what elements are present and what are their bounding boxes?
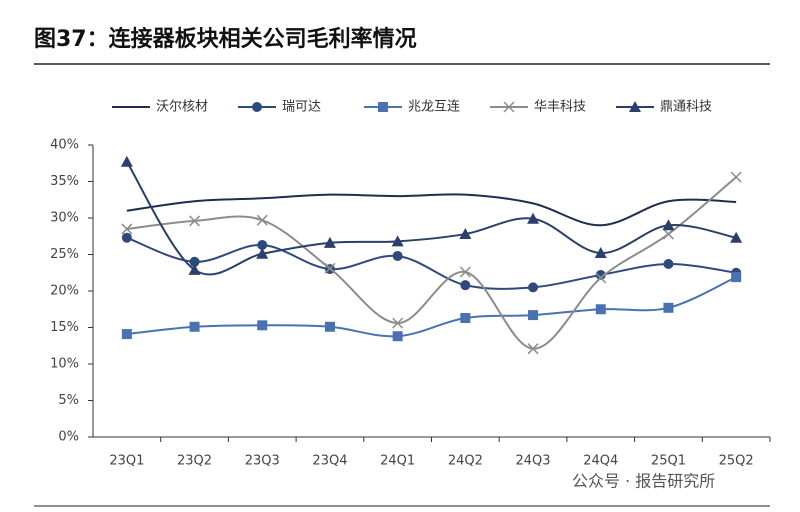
marker bbox=[595, 304, 606, 315]
y-tick-label: 10% bbox=[50, 357, 79, 372]
y-tick-label: 0% bbox=[58, 430, 79, 445]
x-tick-label: 23Q1 bbox=[109, 454, 144, 469]
marker bbox=[257, 320, 268, 331]
y-tick-label: 25% bbox=[50, 247, 79, 262]
legend-label: 鼎通科技 bbox=[660, 100, 712, 115]
x-tick-label: 23Q3 bbox=[245, 454, 280, 469]
marker bbox=[594, 247, 607, 259]
marker bbox=[324, 262, 336, 274]
marker bbox=[121, 329, 132, 340]
y-tick-label: 5% bbox=[58, 393, 79, 408]
marker bbox=[528, 282, 539, 293]
marker bbox=[189, 321, 200, 332]
chart-title: 图37：连接器板块相关公司毛利率情况 bbox=[34, 26, 417, 52]
marker bbox=[595, 272, 607, 284]
x-tick-label: 24Q3 bbox=[516, 454, 551, 469]
series-line bbox=[126, 276, 737, 338]
marker bbox=[121, 223, 133, 235]
marker bbox=[189, 215, 201, 227]
marker bbox=[662, 219, 675, 231]
marker bbox=[257, 240, 268, 251]
x-tick-label: 24Q2 bbox=[448, 454, 483, 469]
legend-label: 瑞可达 bbox=[282, 100, 321, 115]
marker bbox=[392, 250, 403, 261]
legend-marker bbox=[378, 102, 388, 112]
series-line bbox=[126, 193, 737, 227]
marker bbox=[189, 256, 200, 267]
marker bbox=[188, 263, 201, 275]
marker bbox=[391, 235, 404, 247]
y-tick-label: 30% bbox=[50, 211, 79, 226]
marker bbox=[595, 269, 606, 280]
series-line bbox=[126, 236, 737, 290]
y-tick-label: 20% bbox=[50, 284, 79, 299]
y-tick-label: 40% bbox=[50, 138, 79, 153]
legend-marker bbox=[252, 102, 262, 112]
marker bbox=[460, 313, 471, 324]
y-tick-label: 35% bbox=[50, 174, 79, 189]
marker bbox=[460, 280, 471, 291]
marker bbox=[256, 247, 269, 259]
series-line bbox=[126, 161, 737, 276]
marker bbox=[662, 228, 674, 240]
marker bbox=[527, 343, 539, 355]
x-tick-label: 23Q2 bbox=[177, 454, 212, 469]
legend-marker bbox=[503, 101, 515, 113]
watermark: 公众号 · 报告研究所 bbox=[572, 472, 715, 491]
marker bbox=[120, 155, 133, 167]
marker bbox=[392, 317, 404, 329]
marker bbox=[256, 214, 268, 226]
series-line bbox=[126, 176, 737, 350]
legend-label: 华丰科技 bbox=[534, 100, 586, 115]
marker bbox=[392, 331, 403, 342]
x-tick-label: 24Q1 bbox=[380, 454, 415, 469]
marker bbox=[121, 232, 132, 243]
marker bbox=[731, 272, 742, 283]
marker bbox=[323, 236, 336, 248]
x-tick-label: 25Q2 bbox=[719, 454, 754, 469]
x-tick-label: 23Q4 bbox=[312, 454, 347, 469]
x-tick-label: 25Q1 bbox=[651, 454, 686, 469]
y-tick-label: 15% bbox=[50, 320, 79, 335]
marker bbox=[324, 321, 335, 332]
marker bbox=[527, 212, 540, 224]
marker bbox=[663, 302, 674, 313]
marker bbox=[730, 171, 742, 183]
legend-label: 沃尔核材 bbox=[156, 100, 208, 115]
marker bbox=[730, 231, 743, 243]
marker bbox=[528, 310, 539, 321]
marker bbox=[459, 228, 472, 240]
x-tick-label: 24Q4 bbox=[583, 454, 618, 469]
legend-label: 兆龙互连 bbox=[408, 99, 460, 115]
marker bbox=[663, 258, 674, 269]
marker bbox=[459, 266, 471, 278]
legend-marker bbox=[629, 101, 641, 112]
